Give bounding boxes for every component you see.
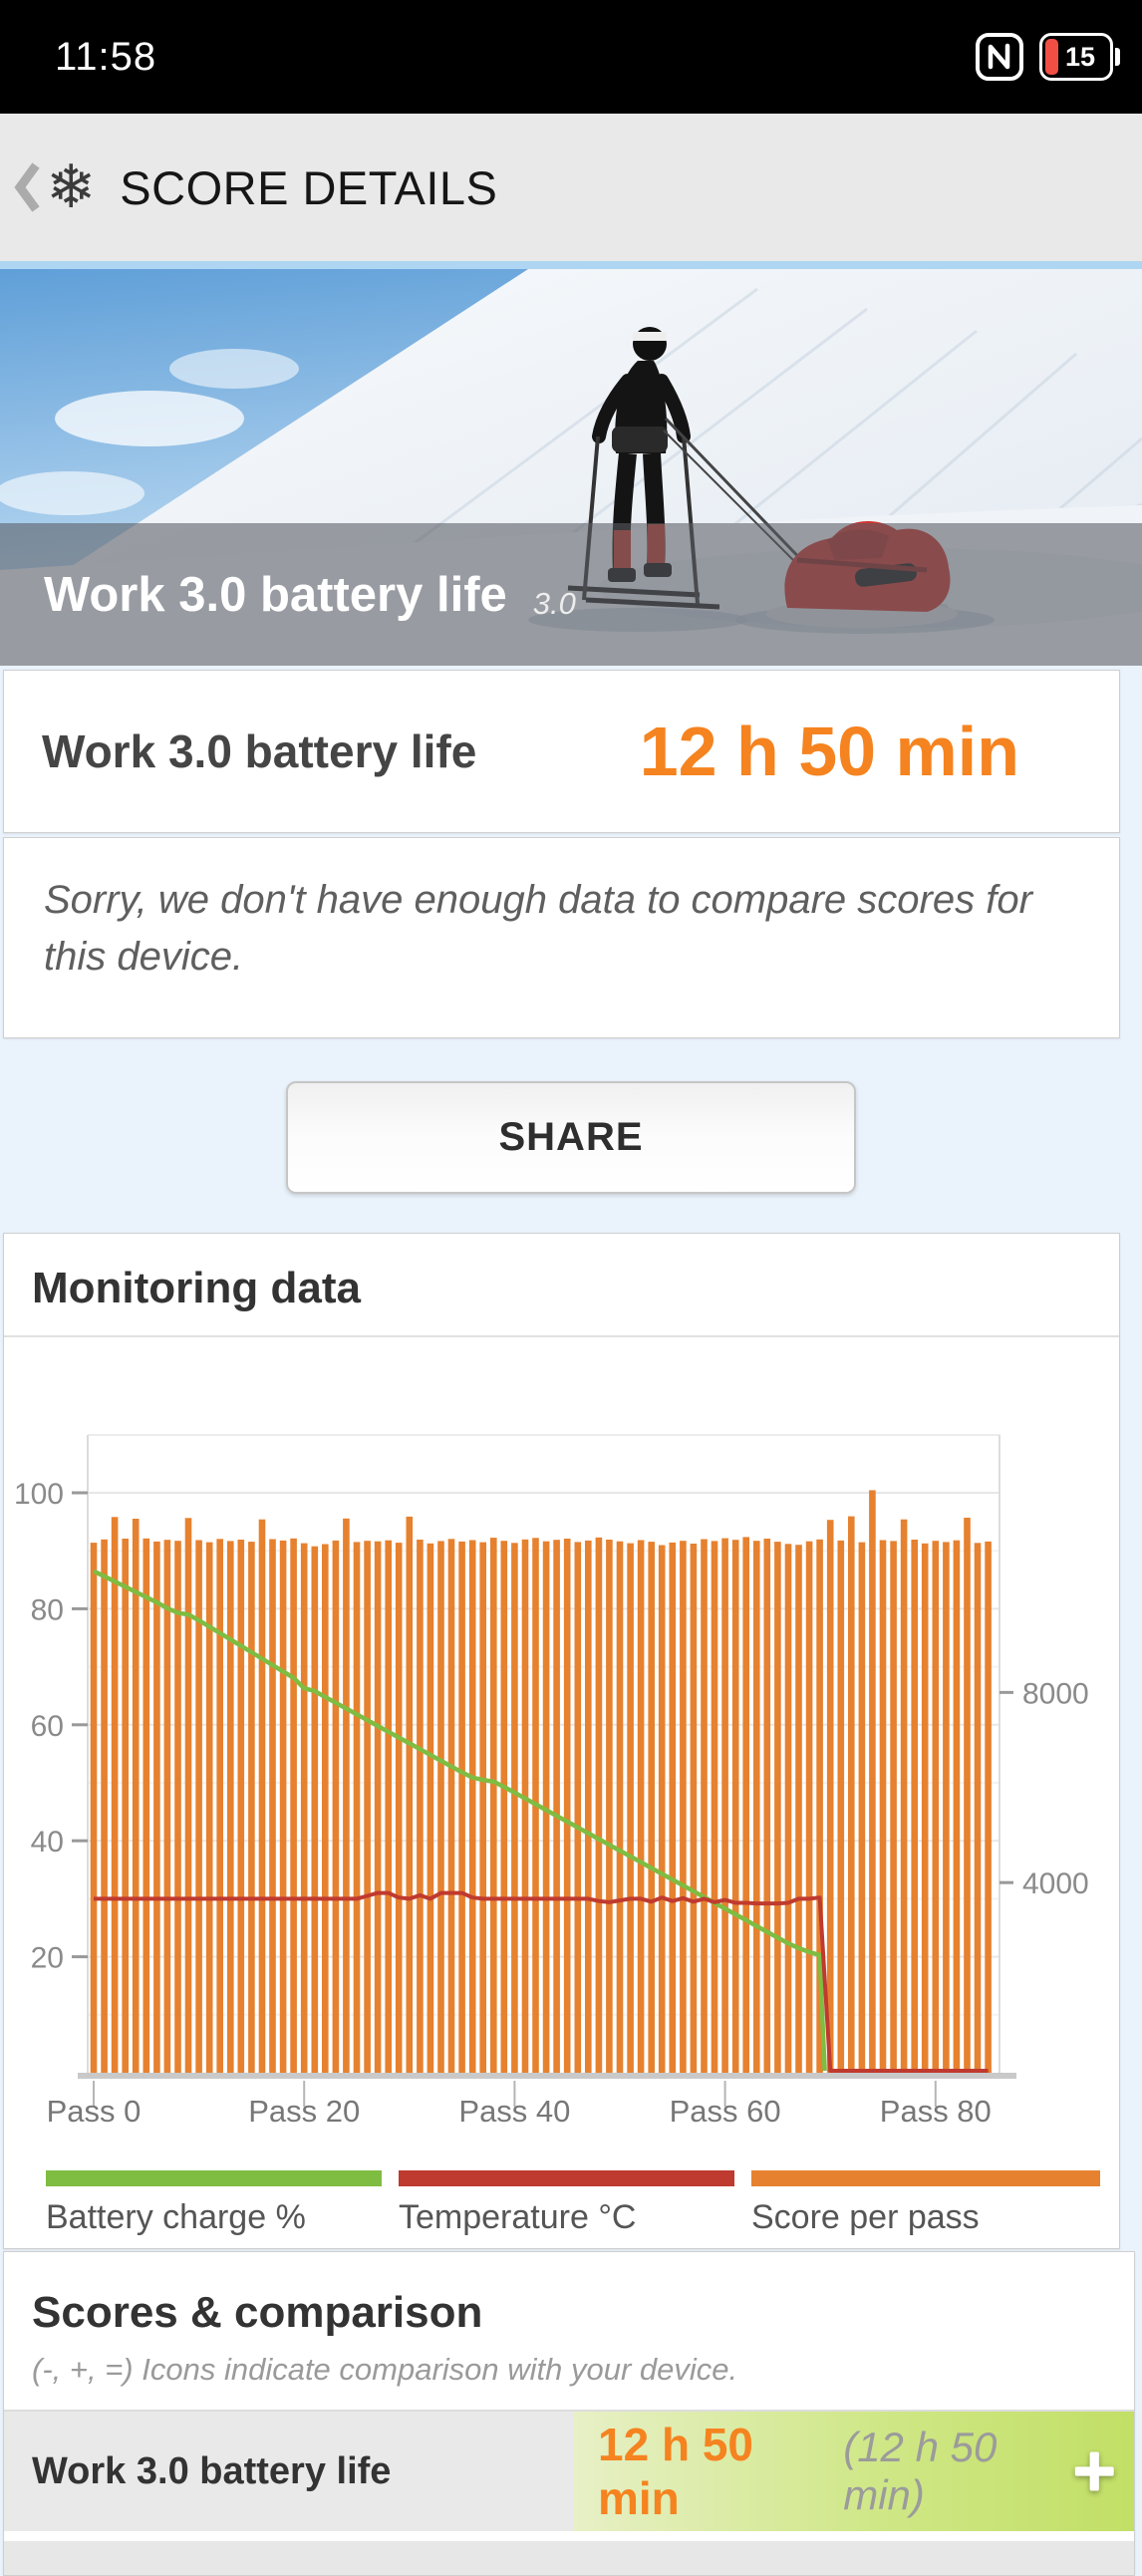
add-comparison-icon[interactable] — [1072, 2447, 1116, 2495]
svg-text:4000: 4000 — [1022, 1867, 1089, 1900]
comparison-row-value-detail: (12 h 50 min) — [843, 2424, 998, 2518]
nfc-icon — [976, 33, 1023, 81]
svg-text:Pass 40: Pass 40 — [458, 2094, 570, 2129]
app-header: ❄ SCORE DETAILS — [0, 114, 1142, 261]
legend-swatch-battery — [46, 2170, 382, 2186]
legend-item-battery: Battery charge % — [46, 2170, 382, 2237]
hero-version: 3.0 — [532, 585, 576, 621]
scores-title: Scores & comparison — [32, 2288, 483, 2337]
chart-legend: Battery charge % Temperature °C Score pe… — [4, 2145, 1119, 2237]
notice-card: Sorry, we don't have enough data to comp… — [3, 837, 1120, 1038]
svg-text:60: 60 — [31, 1710, 64, 1743]
monitoring-card: Monitoring data 20 40 60 80 100 4000 8000 Pass … — [3, 1233, 1120, 2249]
battery-level-fill — [1045, 39, 1058, 75]
monitoring-header: Monitoring data — [4, 1234, 1119, 1337]
comparison-row[interactable]: Work 3.0 battery life 12 h 50 min (12 h … — [4, 2412, 1134, 2531]
status-icons: 15 — [974, 31, 1120, 83]
legend-item-score: Score per pass — [751, 2170, 1100, 2237]
comparison-row-result: 12 h 50 min (12 h 50 min) — [574, 2412, 1134, 2531]
scores-header: Scores & comparison (-, +, =) Icons indi… — [4, 2252, 1134, 2412]
row-gap — [4, 2531, 1134, 2541]
scores-card: Scores & comparison (-, +, =) Icons indi… — [3, 2251, 1135, 2576]
back-button[interactable] — [14, 161, 40, 213]
snowflake-icon: ❄ — [46, 152, 97, 222]
status-bar: 11:58 15 — [0, 0, 1142, 114]
comparison-row-label: Work 3.0 battery life — [32, 2449, 392, 2492]
result-value: 12 h 50 min — [639, 713, 1019, 790]
hero-title: Work 3.0 battery life — [44, 567, 507, 622]
scores-subtitle: (-, +, =) Icons indicate comparison with… — [32, 2352, 738, 2387]
hero-top-accent — [0, 261, 1142, 269]
share-button[interactable]: SHARE — [286, 1081, 856, 1194]
hero-caption: Work 3.0 battery life 3.0 — [0, 523, 1142, 666]
legend-swatch-temperature — [399, 2170, 734, 2186]
battery-percent: 15 — [1064, 41, 1096, 72]
battery-nub — [1115, 48, 1120, 66]
svg-text:Pass 0: Pass 0 — [47, 2094, 142, 2129]
battery-shell: 15 — [1039, 33, 1113, 81]
battery-icon: 15 — [1039, 33, 1120, 81]
svg-text:Pass 80: Pass 80 — [880, 2094, 992, 2129]
svg-text:Pass 60: Pass 60 — [670, 2094, 781, 2129]
next-row-partial — [4, 2541, 1134, 2575]
monitoring-title: Monitoring data — [32, 1264, 361, 1312]
legend-label-battery: Battery charge % — [46, 2198, 306, 2236]
notice-text: Sorry, we don't have enough data to comp… — [44, 878, 1032, 979]
legend-item-temperature: Temperature °C — [399, 2170, 734, 2237]
page-title: SCORE DETAILS — [120, 160, 498, 214]
legend-label-score: Score per pass — [751, 2198, 980, 2236]
comparison-row-value: 12 h 50 min — [598, 2419, 753, 2524]
share-button-label: SHARE — [498, 1115, 644, 1159]
monitoring-chart: 20 40 60 80 100 4000 8000 Pass 0 Pass 20 Pass 40 P… — [14, 1434, 1089, 2129]
svg-text:8000: 8000 — [1022, 1677, 1089, 1710]
chevron-left-icon — [14, 162, 40, 212]
hero-photo-illustration — [0, 269, 1142, 666]
svg-text:40: 40 — [31, 1826, 64, 1859]
hero-image — [0, 269, 1142, 666]
svg-text:80: 80 — [31, 1593, 64, 1626]
result-card: Work 3.0 battery life 12 h 50 min — [3, 670, 1120, 833]
svg-text:20: 20 — [31, 1942, 64, 1975]
svg-text:Pass 20: Pass 20 — [248, 2094, 360, 2129]
legend-swatch-score — [751, 2170, 1100, 2186]
svg-text:100: 100 — [14, 1478, 64, 1511]
legend-label-temperature: Temperature °C — [399, 2198, 637, 2236]
clock: 11:58 — [55, 34, 157, 79]
result-label: Work 3.0 battery life — [42, 725, 477, 777]
comparison-row-left: Work 3.0 battery life — [4, 2412, 574, 2531]
